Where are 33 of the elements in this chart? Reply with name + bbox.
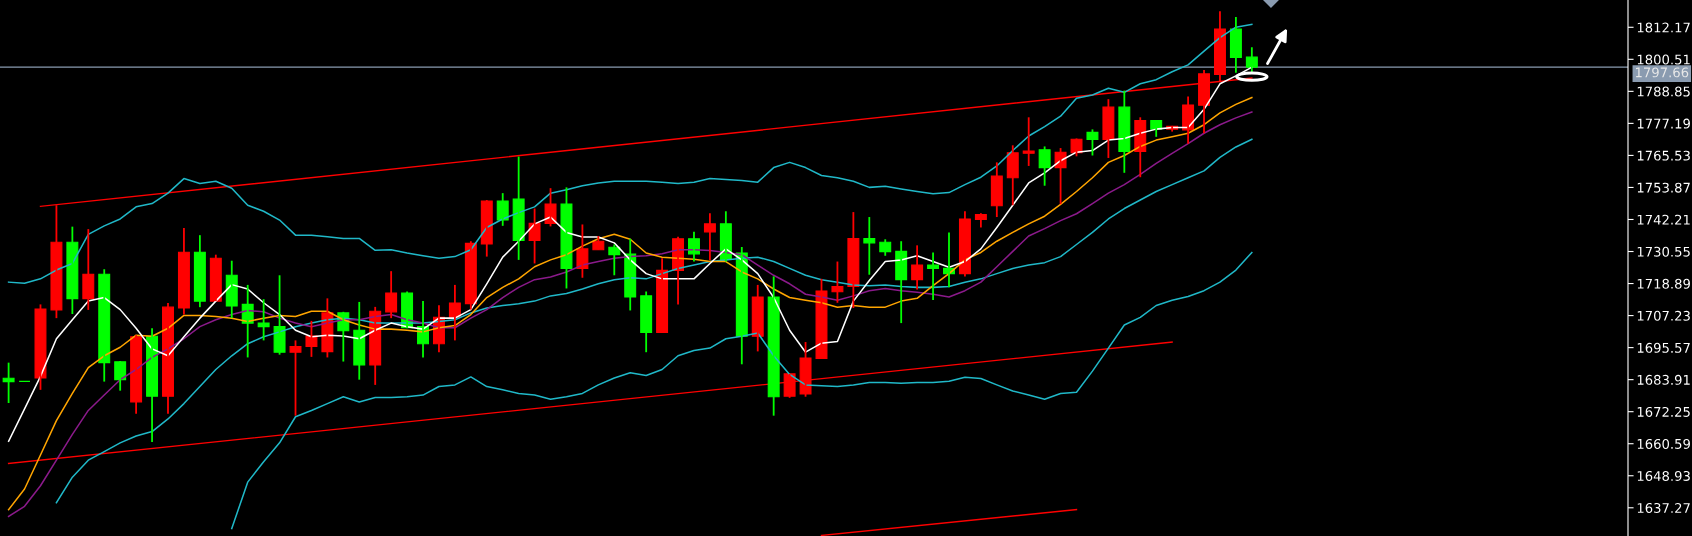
candlestick (257, 298, 270, 342)
candlestick (927, 251, 940, 301)
y-tick-label: 1718.89 (1637, 278, 1690, 289)
y-tick-label: 1648.93 (1637, 470, 1690, 481)
candlestick (1022, 116, 1035, 167)
candlestick (1086, 128, 1099, 157)
candlestick (1245, 46, 1258, 75)
y-tick-label: 1637.27 (1637, 503, 1690, 513)
ref-line-label: 1797.66 (1635, 67, 1689, 78)
y-tick-label: 1753.87 (1637, 182, 1690, 193)
y-tick-label: 1788.85 (1637, 86, 1690, 97)
y-tick-label: 1730.55 (1637, 246, 1690, 257)
y-tick-label: 1765.53 (1637, 150, 1690, 161)
y-tick-label: 1707.23 (1637, 310, 1690, 321)
y-tick-label: 1683.91 (1637, 374, 1690, 385)
y-tick-label: 1812.17 (1637, 22, 1690, 33)
y-tick-label: 1800.51 (1637, 54, 1690, 65)
y-tick-label: 1672.25 (1637, 406, 1690, 417)
candlestick (544, 187, 557, 228)
y-tick-label: 1660.59 (1637, 438, 1690, 449)
candlestick (34, 303, 47, 391)
candlestick (815, 277, 828, 360)
y-tick-label: 1777.19 (1637, 118, 1690, 129)
line-series (7, 23, 1253, 285)
candlestick (703, 212, 716, 261)
candlestick (863, 216, 876, 276)
candlestick (289, 339, 302, 417)
candlestick (560, 186, 573, 290)
y-tick-label: 1742.21 (1637, 214, 1690, 225)
y-tick-label: 1695.57 (1637, 342, 1690, 353)
line-series (230, 251, 1253, 530)
candlestick (273, 274, 286, 356)
candlestick (305, 319, 318, 358)
